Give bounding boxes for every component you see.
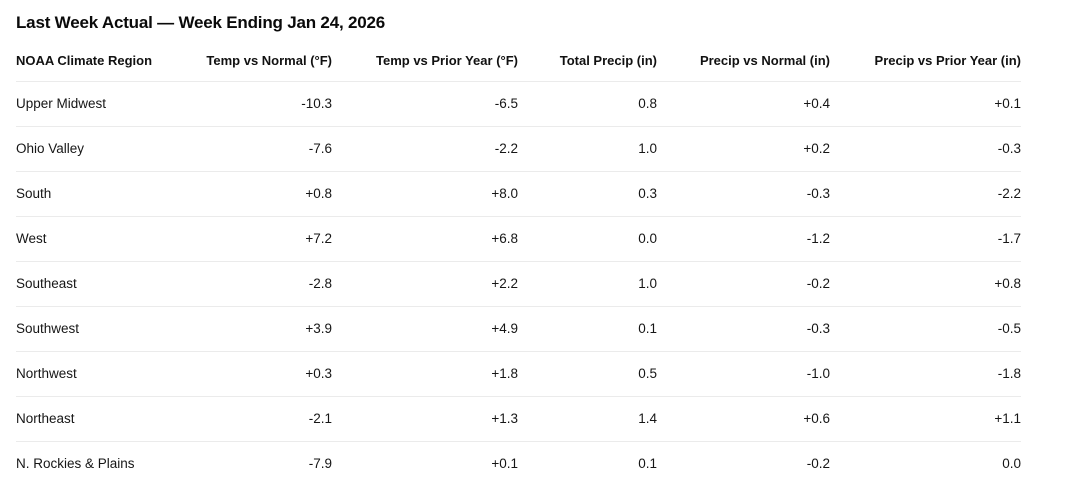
- column-header-precip-vs-prior-year: Precip vs Prior Year (in): [830, 46, 1021, 82]
- table-body: Upper Midwest -10.3 -6.5 0.8 +0.4 +0.1 O…: [16, 81, 1021, 486]
- header-row: NOAA Climate Region Temp vs Normal (°F) …: [16, 46, 1021, 82]
- value-cell: +0.4: [657, 81, 830, 127]
- value-cell: -2.1: [186, 396, 332, 442]
- column-header-precip-vs-normal: Precip vs Normal (in): [657, 46, 830, 82]
- value-cell: 1.4: [518, 396, 657, 442]
- value-cell: +6.8: [332, 216, 518, 262]
- value-cell: -0.3: [657, 306, 830, 352]
- value-cell: -10.3: [186, 81, 332, 127]
- value-cell: -0.2: [806, 456, 830, 472]
- region-cell: Northwest: [16, 351, 186, 397]
- value-cell: +0.1: [830, 81, 1021, 127]
- value-cell: +7.2: [186, 216, 332, 262]
- value-cell: +0.3: [186, 351, 332, 397]
- region-cell: South: [16, 171, 186, 217]
- value-cell: -0.5: [830, 306, 1021, 352]
- value-cell: +0.8: [830, 261, 1021, 307]
- value-cell: -2.2: [830, 171, 1021, 217]
- value-cell: 0.5: [518, 351, 657, 397]
- value-cell: +3.9: [186, 306, 332, 352]
- value-cell: 1.0: [518, 126, 657, 172]
- table-row: Ohio Valley -7.6 -2.2 1.0 +0.2 -0.3: [16, 126, 1021, 172]
- value-cell: 0.8: [518, 81, 657, 127]
- value-cell: +0.6: [657, 396, 830, 442]
- value-cell: -0.3: [830, 126, 1021, 172]
- column-header-region: NOAA Climate Region: [16, 46, 186, 82]
- table-row: Southeast -2.8 +2.2 1.0 -0.2 +0.8: [16, 261, 1021, 307]
- table-row: South +0.8 +8.0 0.3 -0.3 -2.2: [16, 171, 1021, 217]
- value-cell: -1.8: [830, 351, 1021, 397]
- value-cell: -0.2: [657, 261, 830, 307]
- region-cell: Ohio Valley: [16, 126, 186, 172]
- value-cell: +8.0: [332, 171, 518, 217]
- value-cell: +0.2: [657, 126, 830, 172]
- climate-region-table: NOAA Climate Region Temp vs Normal (°F) …: [16, 46, 1021, 487]
- table-header: NOAA Climate Region Temp vs Normal (°F) …: [16, 46, 1021, 82]
- value-cell: +2.2: [332, 261, 518, 307]
- value-cell: -2.8: [186, 261, 332, 307]
- value-cell: -2.2: [332, 126, 518, 172]
- table-row: N. Rockies & Plains -7.9 +0.1 0.1 -0.2 0…: [16, 441, 1021, 486]
- table-row: Northeast -2.1 +1.3 1.4 +0.6 +1.1: [16, 396, 1021, 442]
- value-cell: 0.1: [638, 456, 657, 472]
- column-header-temp-vs-prior-year: Temp vs Prior Year (°F): [332, 46, 518, 82]
- value-cell: +0.1: [491, 456, 518, 472]
- value-cell: +0.8: [186, 171, 332, 217]
- column-header-temp-vs-normal: Temp vs Normal (°F): [186, 46, 332, 82]
- value-cell: -1.2: [657, 216, 830, 262]
- value-cell: -7.9: [308, 456, 332, 472]
- value-cell: 0.3: [518, 171, 657, 217]
- table-row: Upper Midwest -10.3 -6.5 0.8 +0.4 +0.1: [16, 81, 1021, 127]
- table-row: Northwest +0.3 +1.8 0.5 -1.0 -1.8: [16, 351, 1021, 397]
- region-cell: Upper Midwest: [16, 81, 186, 127]
- region-cell: Southeast: [16, 261, 186, 307]
- region-cell: Southwest: [16, 306, 186, 352]
- value-cell: +1.3: [332, 396, 518, 442]
- table-row: Southwest +3.9 +4.9 0.1 -0.3 -0.5: [16, 306, 1021, 352]
- region-cell: Northeast: [16, 396, 186, 442]
- region-cell: West: [16, 216, 186, 262]
- value-cell: 0.0: [1002, 456, 1021, 472]
- value-cell: 0.1: [518, 306, 657, 352]
- table-row: West +7.2 +6.8 0.0 -1.2 -1.7: [16, 216, 1021, 262]
- value-cell: -7.6: [186, 126, 332, 172]
- value-cell: +1.1: [830, 396, 1021, 442]
- value-cell: -0.3: [657, 171, 830, 217]
- value-cell: +1.8: [332, 351, 518, 397]
- column-header-total-precip: Total Precip (in): [518, 46, 657, 82]
- value-cell: 1.0: [518, 261, 657, 307]
- page-title: Last Week Actual — Week Ending Jan 24, 2…: [16, 13, 386, 32]
- value-cell: -6.5: [332, 81, 518, 127]
- value-cell: -1.7: [830, 216, 1021, 262]
- region-cell: N. Rockies & Plains: [16, 456, 135, 472]
- value-cell: +4.9: [332, 306, 518, 352]
- value-cell: 0.0: [518, 216, 657, 262]
- value-cell: -1.0: [657, 351, 830, 397]
